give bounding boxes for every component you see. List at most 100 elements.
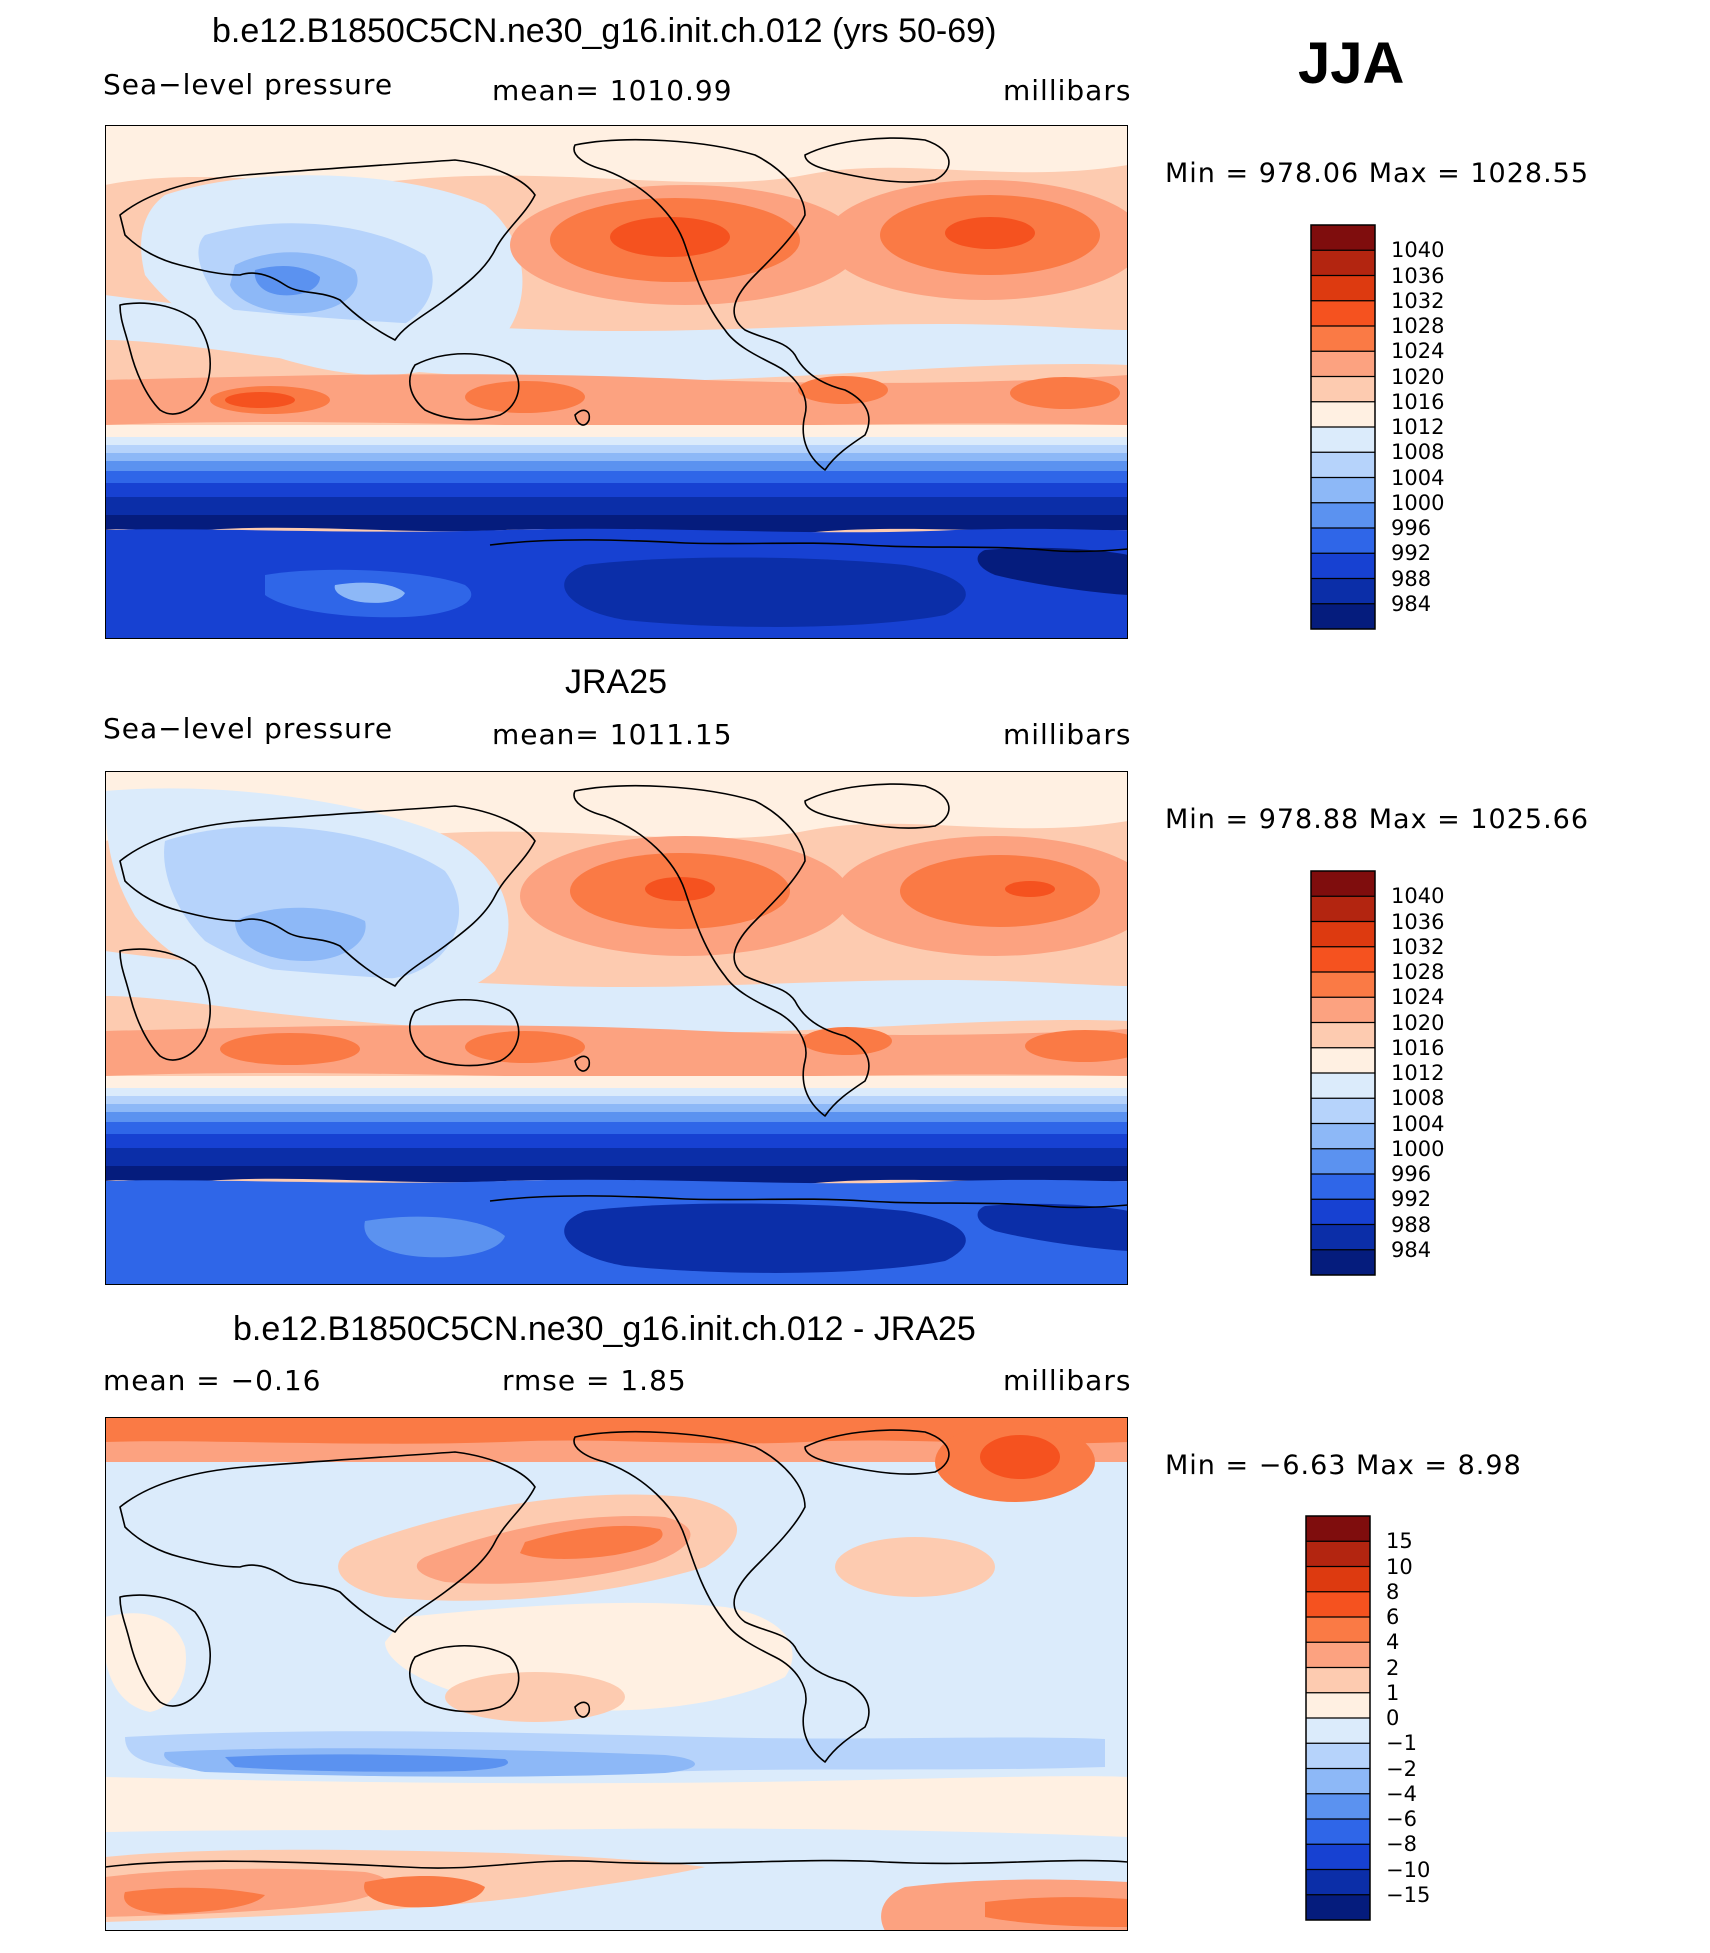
colorbar-swatch [1306, 1617, 1370, 1643]
colorbar-tick-label: −4 [1386, 1781, 1417, 1806]
panel-model-colorbar [1310, 224, 1376, 630]
colorbar-tick-label: 2 [1386, 1655, 1400, 1680]
colorbar-tick-label: 1008 [1391, 440, 1445, 465]
colorbar-swatch [1311, 452, 1375, 478]
panel-obs-colorbar-labels: 1040 1036 1032 1028 1024 1020 1016 1012 1008 1004… [1391, 871, 1481, 1275]
colorbar-swatch [1306, 1743, 1370, 1769]
colorbar-tick-label: 992 [1391, 1187, 1432, 1212]
panel-obs-colorbar [1310, 870, 1376, 1276]
panel-obs-title: JRA25 [565, 663, 668, 701]
colorbar-swatch [1311, 997, 1375, 1023]
colorbar-tick-label: 1 [1386, 1680, 1400, 1705]
colorbar-tick-label: 1028 [1391, 314, 1445, 338]
colorbar-swatch [1311, 300, 1375, 327]
colorbar-swatch [1311, 1047, 1375, 1074]
colorbar-tick-label: 1004 [1391, 1111, 1445, 1136]
colorbar-swatch [1306, 1819, 1370, 1845]
panel-diff-minmax: Min = −6.63 Max = 8.98 [1165, 1450, 1522, 1481]
colorbar-swatch [1311, 1123, 1375, 1150]
colorbar-tick-label: 1008 [1391, 1086, 1445, 1111]
colorbar-tick-label: 1028 [1391, 960, 1445, 984]
colorbar-tick-label: 988 [1391, 1212, 1432, 1237]
panel-model-minmax: Min = 978.06 Max = 1028.55 [1165, 158, 1590, 189]
colorbar-tick-label: 984 [1391, 591, 1432, 616]
colorbar-swatch [1311, 1148, 1375, 1175]
colorbar-tick-label: 1032 [1391, 288, 1445, 313]
panel-obs-map [105, 771, 1128, 1285]
colorbar-tick-label: 8 [1386, 1579, 1400, 1604]
panel-obs-minmax: Min = 978.88 Max = 1025.66 [1165, 804, 1590, 835]
colorbar-tick-label: 1004 [1391, 465, 1445, 490]
colorbar-swatch [1311, 921, 1375, 948]
colorbar-swatch [1306, 1541, 1370, 1567]
colorbar-swatch [1306, 1869, 1370, 1896]
panel-diff-title: b.e12.B1850C5CN.ne30_g16.init.ch.012 - J… [233, 1310, 976, 1348]
colorbar-swatch [1311, 603, 1375, 630]
panel-model-colorbar-labels: 1040 1036 1032 1028 1024 1020 1016 1012 1008 1004… [1391, 225, 1481, 629]
colorbar-swatch [1311, 250, 1375, 276]
colorbar-swatch [1311, 225, 1375, 251]
colorbar-tick-label: 0 [1386, 1706, 1400, 1730]
colorbar-tick-label: −10 [1386, 1857, 1431, 1882]
colorbar-swatch [1306, 1768, 1370, 1795]
colorbar-swatch [1311, 1174, 1375, 1200]
colorbar-tick-label: 4 [1386, 1630, 1400, 1655]
colorbar-swatch [1311, 401, 1375, 428]
colorbar-swatch [1311, 351, 1375, 377]
panel-diff-units-label: millibars [1003, 1364, 1132, 1397]
colorbar-swatch [1311, 896, 1375, 922]
colorbar-tick-label: 1016 [1391, 1035, 1445, 1060]
colorbar-swatch [1311, 1073, 1375, 1099]
colorbar-swatch [1306, 1667, 1370, 1694]
colorbar-swatch [1306, 1692, 1370, 1719]
colorbar-tick-label: 988 [1391, 566, 1432, 591]
panel-diff-colorbar [1305, 1515, 1371, 1921]
panel-diff-map [105, 1417, 1128, 1931]
colorbar-swatch [1311, 972, 1375, 998]
colorbar-tick-label: −1 [1386, 1731, 1417, 1756]
panel-diff-rmse-label: rmse = 1.85 [502, 1364, 687, 1397]
colorbar-tick-label: 1036 [1391, 263, 1445, 288]
colorbar-tick-label: 1032 [1391, 934, 1445, 959]
panel-diff-colorbar-labels: 15 10 8 6 4 2 1 0 −1 −2 −4 −6 −8 −10 −15 [1386, 1516, 1476, 1920]
colorbar-swatch [1311, 376, 1375, 403]
panel-model-title: b.e12.B1850C5CN.ne30_g16.init.ch.012 (yr… [212, 12, 997, 50]
colorbar-swatch [1311, 553, 1375, 579]
colorbar-swatch [1306, 1894, 1370, 1921]
colorbar-tick-label: 1024 [1391, 985, 1445, 1010]
colorbar-swatch [1311, 427, 1375, 453]
colorbar-swatch [1306, 1844, 1370, 1870]
colorbar-tick-label: 1036 [1391, 909, 1445, 934]
colorbar-tick-label: 1024 [1391, 339, 1445, 364]
panel-obs-units-label: millibars [1003, 718, 1132, 751]
colorbar-tick-label: 1040 [1391, 884, 1445, 909]
colorbar-tick-label: −15 [1386, 1882, 1431, 1907]
colorbar-swatch [1306, 1793, 1370, 1820]
colorbar-tick-label: 1020 [1391, 364, 1445, 389]
colorbar-swatch [1311, 1022, 1375, 1049]
colorbar-frame [1310, 870, 1376, 1276]
colorbar-swatch [1311, 275, 1375, 302]
colorbar-swatch [1311, 1199, 1375, 1225]
colorbar-swatch [1311, 528, 1375, 554]
colorbar-tick-label: 1016 [1391, 389, 1445, 414]
colorbar-swatch [1311, 1224, 1375, 1251]
colorbar-tick-label: 1020 [1391, 1010, 1445, 1035]
panel-diff-mean-label: mean = −0.16 [103, 1364, 322, 1397]
colorbar-swatch [1311, 578, 1375, 605]
colorbar-swatch [1311, 871, 1375, 897]
colorbar-swatch [1306, 1642, 1370, 1668]
season-label: JJA [1298, 31, 1405, 96]
colorbar-tick-label: −2 [1386, 1756, 1417, 1781]
colorbar-tick-label: 1012 [1391, 1061, 1445, 1085]
panel-model-variable-label: Sea−level pressure [103, 68, 394, 101]
colorbar-swatch [1311, 946, 1375, 973]
colorbar-tick-label: 1012 [1391, 415, 1445, 439]
colorbar-tick-label: 6 [1386, 1605, 1400, 1629]
colorbar-swatch [1311, 502, 1375, 529]
colorbar-swatch [1311, 477, 1375, 504]
colorbar-tick-label: −8 [1386, 1832, 1417, 1857]
panel-model-mean-label: mean= 1010.99 [492, 74, 733, 107]
colorbar-swatch [1306, 1718, 1370, 1744]
panel-model-map [105, 125, 1128, 639]
